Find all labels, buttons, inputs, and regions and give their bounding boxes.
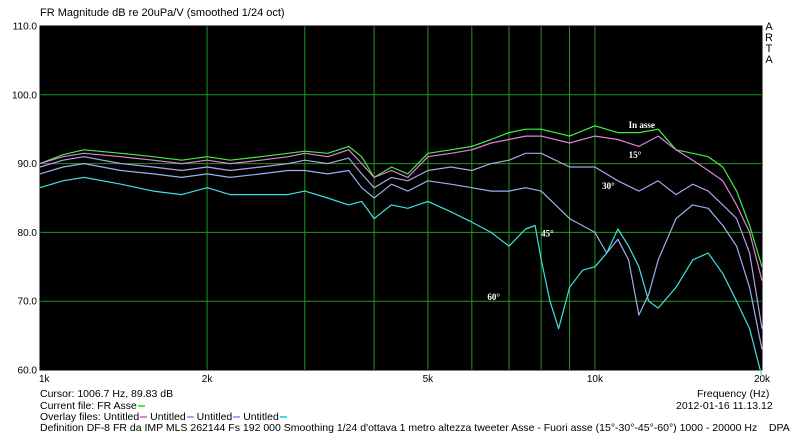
brand-letter: T — [765, 43, 773, 55]
y-tick-label: 80.0 — [18, 228, 38, 239]
curve-label: 30° — [602, 181, 615, 191]
definition-text: Definition DF-8 FR da IMP MLS 262144 Fs … — [40, 422, 758, 434]
x-axis-label: Frequency (Hz) — [697, 388, 770, 400]
overlay-swatch — [186, 416, 194, 419]
y-tick-label: 70.0 — [18, 297, 38, 308]
overlay-files: Overlay files: Untitled Untitled Untitle… — [40, 411, 287, 423]
overlay-swatch — [233, 416, 241, 419]
curve-label: 60° — [487, 292, 500, 302]
definition-line: Definition DF-8 FR da IMP MLS 262144 Fs … — [40, 422, 790, 434]
series-line — [39, 163, 763, 350]
cursor-readout: Cursor: 1006.7 Hz, 89.83 dB — [40, 388, 174, 400]
y-tick-label: 90.0 — [18, 159, 38, 170]
in-asse-swatch — [137, 405, 145, 408]
plot-area — [40, 26, 762, 370]
curve-label: In asse — [629, 120, 655, 130]
x-tick-label: 20k — [754, 374, 771, 385]
series-line — [39, 176, 763, 378]
current-file: Current file: FR Asse — [40, 400, 145, 412]
overlay-item: Untitled — [196, 411, 233, 423]
curve-label: 45° — [541, 229, 554, 239]
overlay-item: Untitled — [243, 411, 279, 423]
x-tick-label: 1k — [39, 374, 51, 385]
series-line — [39, 152, 763, 329]
x-tick-label: 10k — [587, 374, 604, 385]
x-tick-label: 5k — [423, 374, 435, 385]
y-tick-label: 60.0 — [18, 366, 38, 377]
brand-letter: A — [765, 54, 773, 66]
brand-letter: A — [765, 21, 773, 33]
overlay-swatch — [140, 416, 148, 419]
current-file-label: Current file: FR Asse — [40, 400, 137, 412]
series-line — [39, 125, 763, 267]
overlay-swatch — [279, 416, 287, 419]
timestamp: 2012-01-16 11.13.12 — [676, 400, 773, 412]
chart-title: FR Magnitude dB re 20uPa/V (smoothed 1/2… — [40, 7, 285, 19]
dpa-label: DPA — [768, 422, 790, 434]
series-line — [39, 135, 763, 281]
x-tick-label: 2k — [202, 374, 214, 385]
curve-label: 15° — [629, 150, 642, 160]
overlay-item: Untitled — [150, 411, 186, 423]
plot-frame — [39, 25, 763, 371]
brand-logo: A R T A — [764, 22, 774, 66]
y-tick-label: 110.0 — [13, 22, 38, 33]
y-tick-label: 100.0 — [12, 90, 37, 101]
brand-letter: R — [765, 32, 773, 44]
overlay-label: Overlay files: Untitled — [40, 411, 140, 423]
